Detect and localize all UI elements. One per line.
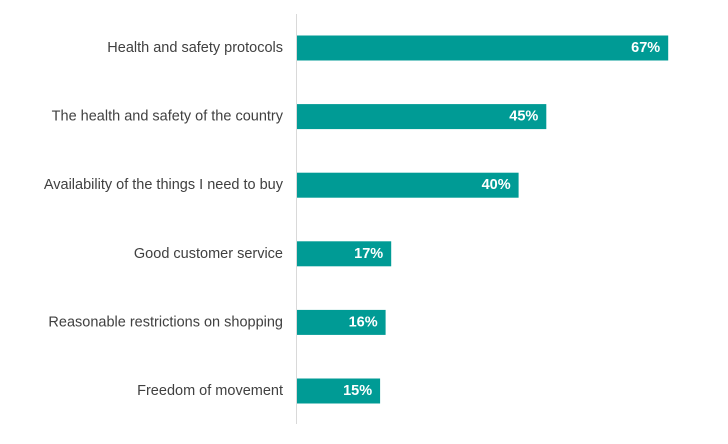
value-label: 17% <box>354 246 383 262</box>
bar <box>297 172 519 198</box>
value-label: 45% <box>509 109 538 125</box>
value-label: 40% <box>482 177 511 193</box>
value-label: 15% <box>343 383 372 399</box>
category-label: Good customer service <box>134 246 283 262</box>
bar <box>297 104 547 130</box>
category-label: The health and safety of the country <box>52 109 284 125</box>
category-label: Availability of the things I need to buy <box>44 177 284 193</box>
bar <box>297 378 381 404</box>
category-label: Reasonable restrictions on shopping <box>48 314 283 330</box>
category-label: Freedom of movement <box>137 383 283 399</box>
bar <box>297 35 669 61</box>
value-label: 67% <box>631 40 660 56</box>
bar <box>297 241 392 267</box>
bar <box>297 309 386 335</box>
category-label: Health and safety protocols <box>107 40 283 56</box>
value-label: 16% <box>349 314 378 330</box>
